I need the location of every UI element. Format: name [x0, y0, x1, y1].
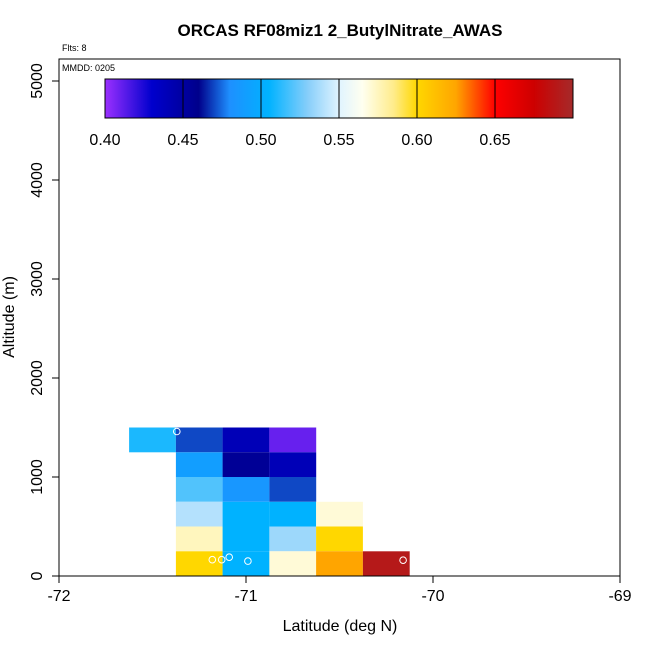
heatmap-cell: [222, 477, 270, 502]
x-axis-label: Latitude (deg N): [283, 618, 398, 635]
colorbar-tick-label: 0.65: [479, 132, 510, 149]
heatmap-cell: [222, 526, 270, 552]
y-tick-label: 3000: [29, 261, 46, 297]
mmdd-label: MMDD: 0205: [62, 63, 115, 73]
y-tick-label: 2000: [29, 360, 46, 396]
heatmap-cell: [269, 452, 317, 478]
sample-point: [217, 555, 226, 564]
sample-point: [244, 557, 252, 565]
sample-point: [173, 427, 181, 436]
x-tick-label: -70: [421, 588, 444, 605]
x-tick-label: -72: [47, 588, 70, 605]
heatmap-cell: [269, 526, 317, 552]
x-tick-label: -71: [234, 588, 257, 605]
y-tick-label: 4000: [29, 162, 46, 198]
x-tick-label: -69: [608, 588, 631, 605]
heatmap-cell: [222, 427, 270, 453]
heatmap-cells: [129, 427, 410, 577]
y-tick-label: 0: [29, 571, 46, 580]
heatmap-cell: [316, 551, 363, 577]
x-axis: -72 -71 -70 -69: [47, 576, 632, 605]
sample-point: [322, 427, 331, 436]
sample-point: [208, 555, 217, 564]
y-axis-label: Altitude (m): [1, 276, 18, 358]
heatmap-cell: [129, 427, 176, 453]
colorbar-tick-label: 0.45: [167, 132, 198, 149]
heatmap-cell: [269, 427, 317, 453]
flights-count-label: Flts: 8: [62, 43, 87, 53]
sample-point: [225, 553, 233, 562]
heatmap-cell: [269, 477, 317, 502]
heatmap-cell: [222, 452, 270, 478]
colorbar-ticks: 0.40 0.45 0.50 0.55 0.60 0.65: [89, 79, 511, 149]
heatmap-cell: [175, 551, 223, 577]
y-axis: 0 1000 2000 3000 4000 5000: [29, 63, 59, 580]
heatmap-cell: [222, 501, 270, 527]
sample-points: [173, 427, 407, 565]
colorbar-tick-label: 0.40: [89, 132, 120, 149]
heatmap-cell: [269, 551, 317, 577]
heatmap-cell: [175, 452, 223, 478]
y-tick-label: 5000: [29, 63, 46, 99]
heatmap-cell: [269, 501, 317, 527]
heatmap-cell: [175, 427, 223, 453]
plot-frame: [58, 58, 621, 577]
heatmap-cell: [316, 526, 363, 552]
y-tick-label: 1000: [29, 459, 46, 495]
colorbar: 0.40 0.45 0.50 0.55 0.60 0.65: [89, 78, 574, 149]
chart-title: ORCAS RF08miz1 2_ButylNitrate_AWAS: [178, 21, 503, 40]
heatmap-cell: [175, 477, 223, 502]
colorbar-tick-label: 0.50: [245, 132, 276, 149]
heatmap-cell: [316, 501, 363, 527]
sample-point: [399, 556, 407, 565]
colorbar-tick-label: 0.60: [401, 132, 432, 149]
heatmap-cell: [175, 501, 223, 527]
colorbar-tick-label: 0.55: [323, 132, 354, 149]
heatmap-cell: [175, 526, 223, 552]
